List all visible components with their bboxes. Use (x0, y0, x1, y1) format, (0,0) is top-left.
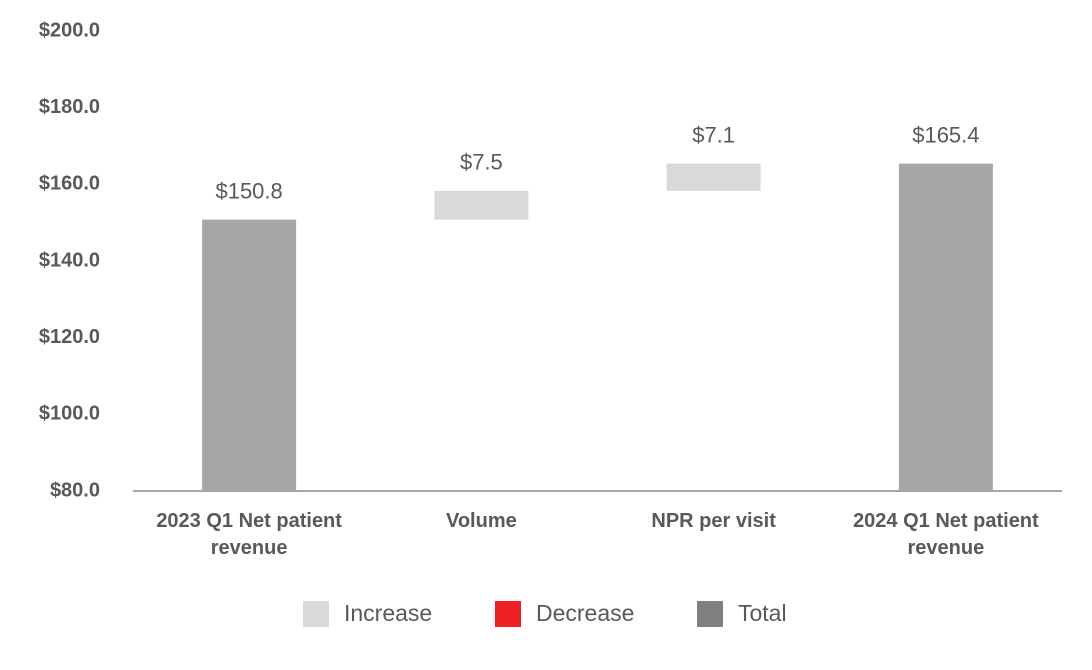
x-tick-label: 2024 Q1 Net patient revenue (853, 510, 1039, 559)
y-tick-label: $160.0 (39, 173, 100, 195)
legend-label: Increase (344, 600, 432, 626)
value-label: $7.1 (692, 122, 735, 147)
legend-label: Decrease (536, 600, 634, 626)
value-label: $7.5 (460, 150, 503, 175)
legend-swatch (495, 601, 521, 627)
legend-swatch (303, 601, 329, 627)
y-tick-label: $100.0 (39, 403, 100, 425)
y-tick-label: $120.0 (39, 326, 100, 348)
legend-label: Total (738, 600, 787, 626)
y-tick-label: $200.0 (39, 19, 100, 41)
y-tick-label: $180.0 (39, 96, 100, 118)
bar (898, 163, 993, 491)
bar (434, 190, 529, 220)
bar (202, 219, 297, 491)
value-label: $165.4 (912, 122, 979, 147)
y-tick-label: $140.0 (39, 249, 100, 271)
y-tick-label: $80.0 (50, 479, 100, 501)
x-tick-label: 2023 Q1 Net patient revenue (156, 510, 342, 559)
bar (666, 163, 761, 191)
x-tick-label: NPR per visit (651, 510, 776, 532)
legend-swatch (697, 601, 723, 627)
value-label: $150.8 (215, 178, 282, 203)
x-tick-label: Volume (445, 510, 517, 532)
